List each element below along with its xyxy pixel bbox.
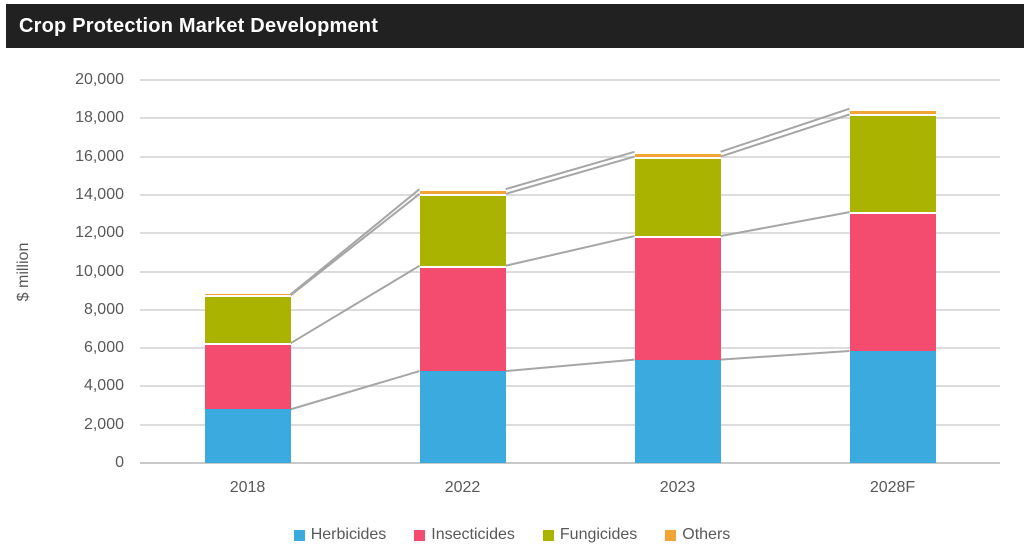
bar-segment-herbicides-2022 <box>419 371 506 463</box>
y-tick-label: 8,000 <box>83 300 124 318</box>
legend-label: Fungicides <box>559 526 638 543</box>
bar-segment-insecticides-2023 <box>634 236 721 360</box>
legend-item-herbicides: Herbicides <box>293 526 387 544</box>
legend-item-insecticides: Insecticides <box>414 526 515 544</box>
y-tick-label: 0 <box>115 454 124 471</box>
y-tick-label: 10,000 <box>75 262 124 280</box>
series-connector-line-insecticides <box>289 264 421 345</box>
legend-label: Herbicides <box>310 526 387 543</box>
legend-item-others: Others <box>665 526 730 544</box>
x-axis-label-2018: 2018 <box>229 479 266 496</box>
gridline <box>140 347 1000 350</box>
bar-segment-fungicides-2023 <box>634 156 721 237</box>
legend-swatch-icon <box>293 529 305 541</box>
bar-segment-herbicides-2023 <box>634 359 721 463</box>
bar-segment-herbicides-2028f <box>849 350 936 463</box>
gridline <box>140 308 1000 311</box>
y-tick-label: 2,000 <box>83 415 124 433</box>
bar-segment-fungicides-2022 <box>419 193 506 266</box>
bar-segment-others-2028f <box>849 108 936 115</box>
legend-swatch-icon <box>542 529 554 541</box>
legend-swatch-icon <box>665 529 677 541</box>
bar-segment-insecticides-2022 <box>419 265 506 372</box>
bar-segment-insecticides-2028f <box>849 212 936 351</box>
y-tick-label: 20,000 <box>75 71 124 88</box>
series-connector-line-fungicides <box>505 155 635 195</box>
series-connector-line-others <box>289 188 421 296</box>
x-axis-label-2023: 2023 <box>659 479 696 496</box>
legend-label: Others <box>682 526 731 543</box>
gridline <box>140 117 1000 120</box>
series-connector-line-herbicides <box>505 358 635 373</box>
gridline <box>140 79 1000 81</box>
bar-segment-others-2022 <box>419 189 506 194</box>
x-axis-label-2028f: 2028F <box>869 479 916 496</box>
gridline <box>140 423 1000 426</box>
y-tick-label: 12,000 <box>75 224 124 242</box>
bar-segment-others-2018 <box>204 294 291 296</box>
legend-item-fungicides: Fungicides <box>542 526 638 544</box>
gridline <box>140 232 1000 235</box>
y-tick-label: 6,000 <box>83 339 124 357</box>
series-connector-line-fungicides <box>720 113 850 158</box>
y-tick-label: 4,000 <box>83 377 124 395</box>
series-connector-line-insecticides <box>505 235 635 267</box>
bar-segment-fungicides-2028f <box>849 114 936 213</box>
x-axis-label-2022: 2022 <box>444 479 481 496</box>
series-connector-line-herbicides <box>720 349 850 361</box>
series-connector-line-others <box>720 107 850 153</box>
page-title: Crop Protection Market Development <box>19 15 379 37</box>
y-tick-label: 14,000 <box>75 185 124 203</box>
series-connector-line-fungicides <box>289 193 421 297</box>
bar-segment-insecticides-2018 <box>204 343 291 410</box>
bar-segment-fungicides-2018 <box>204 295 291 344</box>
x-axis-line <box>140 462 1000 464</box>
series-connector-line-herbicides <box>290 370 420 411</box>
bar-segment-herbicides-2018 <box>204 409 291 463</box>
legend-swatch-icon <box>414 529 426 541</box>
bar-segment-others-2023 <box>634 151 721 157</box>
gridline <box>140 270 1000 273</box>
legend: Herbicides Insecticides Fungicides Others <box>0 526 1024 544</box>
y-tick-label: 16,000 <box>75 147 124 165</box>
title-bar: Crop Protection Market Development <box>6 4 1024 48</box>
gridline <box>140 385 1000 388</box>
legend-label: Insecticides <box>431 526 515 543</box>
y-tick-label: 18,000 <box>75 109 124 127</box>
